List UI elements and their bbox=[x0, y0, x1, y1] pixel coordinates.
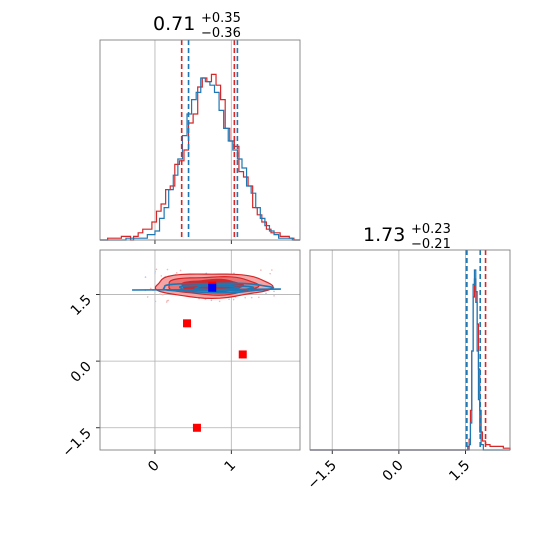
title-param-0-value: 0.71 bbox=[153, 13, 195, 35]
scatter-point bbox=[265, 292, 267, 295]
scatter-point bbox=[161, 293, 164, 296]
scatter-point bbox=[150, 287, 152, 290]
histogram-line-series-0 bbox=[310, 278, 511, 451]
scatter-point bbox=[146, 296, 149, 298]
scatter-point bbox=[232, 298, 235, 301]
title-param-1-minus: −0.21 bbox=[411, 237, 451, 252]
x1-tick-label-2: 1.5 bbox=[446, 458, 473, 485]
x0-tick-label-0: 0 bbox=[145, 458, 163, 476]
scatter-point bbox=[260, 269, 262, 271]
joint-density-panel bbox=[96, 249, 301, 454]
scatter-point bbox=[159, 293, 161, 295]
histogram-line-series-0 bbox=[100, 73, 300, 241]
scatter-point bbox=[273, 295, 275, 297]
x1-tick-label-1: 0.0 bbox=[380, 458, 407, 485]
scatter-point bbox=[154, 270, 156, 273]
contour-blue-outer bbox=[162, 282, 275, 294]
scatter-point bbox=[155, 268, 158, 271]
title-param-1-value: 1.73 bbox=[363, 224, 405, 246]
title-param-1-plus: +0.23 bbox=[411, 222, 451, 237]
marker-series-0-2 bbox=[238, 350, 247, 359]
y1-tick-label-1: 0.0 bbox=[68, 359, 95, 386]
scatter-point bbox=[258, 296, 260, 299]
panel-background bbox=[100, 40, 300, 240]
scatter-point bbox=[244, 296, 247, 299]
marker-series-0-1 bbox=[183, 319, 192, 328]
x0-tick-label-1: 1 bbox=[222, 458, 240, 476]
scatter-point bbox=[165, 301, 168, 303]
scatter-point bbox=[218, 300, 221, 303]
scatter-point bbox=[144, 276, 147, 278]
scatter-point bbox=[175, 272, 178, 274]
panel-frame bbox=[309, 249, 511, 451]
y1-tick-label-0: 1.5 bbox=[68, 292, 95, 319]
title-param-0-minus: −0.36 bbox=[201, 26, 241, 41]
marker-series-0-3 bbox=[192, 423, 201, 432]
panel-frame bbox=[99, 39, 301, 241]
histogram-line-series-1 bbox=[100, 77, 300, 241]
scatter-point bbox=[250, 296, 253, 299]
scatter-point bbox=[269, 272, 271, 275]
scatter-point bbox=[154, 272, 156, 274]
contour-blue-tail bbox=[132, 288, 281, 291]
marker-series-1-0 bbox=[208, 283, 217, 292]
contour-blue-mid bbox=[178, 283, 255, 292]
scatter-point bbox=[166, 268, 169, 271]
scatter-point bbox=[166, 300, 169, 302]
scatter-point bbox=[154, 300, 157, 303]
scatter-point bbox=[160, 275, 163, 277]
scatter-point bbox=[273, 290, 275, 293]
y1-tick-label-2: −1.5 bbox=[59, 425, 94, 460]
histogram-line-series-1 bbox=[310, 269, 510, 451]
panel-frame bbox=[99, 249, 301, 451]
x1-tick-label-0: −1.5 bbox=[305, 458, 340, 493]
scatter-point bbox=[210, 299, 213, 302]
histogram-param-1-panel bbox=[309, 249, 511, 454]
scatter-point bbox=[271, 269, 273, 271]
histogram-param-0-panel bbox=[99, 39, 301, 244]
scatter-point bbox=[179, 269, 182, 272]
title-param-0-plus: +0.35 bbox=[201, 11, 241, 26]
scatter-point bbox=[228, 298, 230, 301]
